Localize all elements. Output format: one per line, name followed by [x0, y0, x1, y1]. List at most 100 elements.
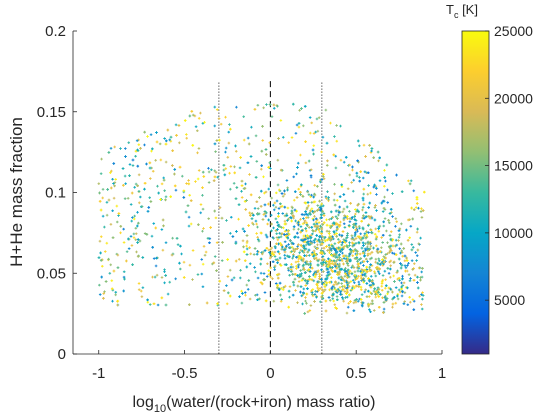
- scatter-point: [156, 303, 160, 307]
- scatter-point: [136, 184, 139, 188]
- scatter-point: [228, 268, 232, 272]
- scatter-point: [309, 266, 312, 269]
- scatter-point: [245, 247, 249, 251]
- scatter-point: [323, 285, 327, 288]
- scatter-point: [354, 208, 357, 211]
- scatter-point: [419, 236, 422, 240]
- scatter-point: [151, 147, 154, 151]
- scatter-point: [164, 139, 168, 143]
- scatter-point: [213, 124, 217, 128]
- scatter-point: [398, 279, 401, 282]
- scatter-point: [297, 221, 300, 224]
- scatter-point: [177, 124, 181, 127]
- scatter-point: [190, 110, 194, 113]
- scatter-point: [227, 130, 231, 134]
- scatter-point: [350, 249, 353, 252]
- scatter-point: [276, 183, 280, 187]
- scatter-point: [253, 247, 257, 250]
- scatter-point: [391, 302, 395, 306]
- scatter-point: [358, 235, 361, 239]
- scatter-point: [139, 289, 143, 293]
- scatter-point: [291, 102, 295, 106]
- scatter-point: [299, 243, 303, 247]
- scatter-point: [290, 209, 294, 213]
- scatter-point: [343, 286, 347, 289]
- scatter-point: [199, 203, 203, 206]
- scatter-point: [337, 273, 341, 276]
- scatter-point: [338, 233, 341, 237]
- scatter-point: [350, 216, 354, 219]
- colorbar-label: Tc [K]: [446, 2, 478, 20]
- scatter-point: [386, 241, 389, 245]
- scatter-point: [257, 239, 261, 243]
- scatter-point: [415, 259, 418, 262]
- scatter-point: [244, 182, 247, 186]
- scatter-point: [294, 260, 298, 264]
- scatter-point: [103, 250, 107, 253]
- scatter-point: [264, 214, 268, 218]
- scatter-point: [318, 275, 321, 278]
- scatter-point: [245, 239, 249, 243]
- scatter-point: [306, 310, 310, 314]
- scatter-point: [334, 209, 338, 213]
- scatter-point: [351, 189, 355, 193]
- scatter-point: [136, 241, 139, 244]
- scatter-point: [360, 271, 364, 275]
- scatter-point: [352, 178, 355, 182]
- scatter-point: [277, 272, 281, 276]
- scatter-point: [312, 222, 316, 226]
- scatter-point: [293, 190, 297, 193]
- scatter-point: [402, 281, 406, 285]
- scatter-point: [321, 175, 325, 178]
- scatter-point: [335, 232, 338, 235]
- scatter-point: [246, 287, 250, 291]
- scatter-point: [312, 279, 316, 283]
- scatter-point: [416, 227, 419, 231]
- scatter-point: [406, 286, 409, 290]
- scatter-point: [294, 132, 298, 135]
- scatter-point: [370, 250, 374, 254]
- scatter-point: [202, 175, 206, 178]
- scatter-point: [292, 198, 296, 202]
- scatter-point: [277, 225, 281, 228]
- scatter-point: [342, 207, 346, 211]
- scatter-point: [347, 272, 351, 275]
- scatter-point: [322, 261, 325, 264]
- scatter-point: [416, 281, 419, 284]
- scatter-point: [374, 260, 377, 264]
- scatter-point: [319, 243, 322, 247]
- scatter-point: [323, 236, 326, 240]
- scatter-point: [393, 252, 396, 256]
- scatter-point: [395, 220, 399, 224]
- scatter-point: [258, 196, 261, 199]
- scatter-point: [372, 246, 375, 250]
- scatter-point: [286, 188, 289, 192]
- scatter-point: [312, 239, 316, 242]
- scatter-point: [248, 211, 251, 215]
- scatter-point: [240, 289, 243, 293]
- scatter-point: [359, 257, 363, 260]
- scatter-point: [360, 268, 364, 271]
- scatter-point: [365, 295, 369, 298]
- scatter-point: [152, 302, 156, 306]
- scatter-point: [400, 281, 403, 285]
- scatter-point: [381, 210, 385, 213]
- scatter-point: [377, 159, 380, 163]
- scatter-point: [147, 206, 151, 209]
- scatter-point: [360, 219, 363, 223]
- scatter-point: [333, 242, 337, 245]
- scatter-point: [297, 223, 300, 227]
- scatter-point: [343, 275, 347, 278]
- scatter-point: [314, 253, 318, 256]
- scatter-point: [213, 209, 217, 213]
- scatter-point: [284, 284, 287, 288]
- scatter-point: [399, 266, 403, 270]
- scatter-point: [367, 184, 370, 187]
- scatter-point: [342, 299, 345, 303]
- scatter-point: [265, 275, 269, 278]
- scatter-point: [114, 293, 117, 297]
- scatter-point: [164, 241, 168, 244]
- scatter-point: [226, 275, 230, 278]
- scatter-point: [372, 282, 375, 286]
- scatter-point: [306, 287, 309, 290]
